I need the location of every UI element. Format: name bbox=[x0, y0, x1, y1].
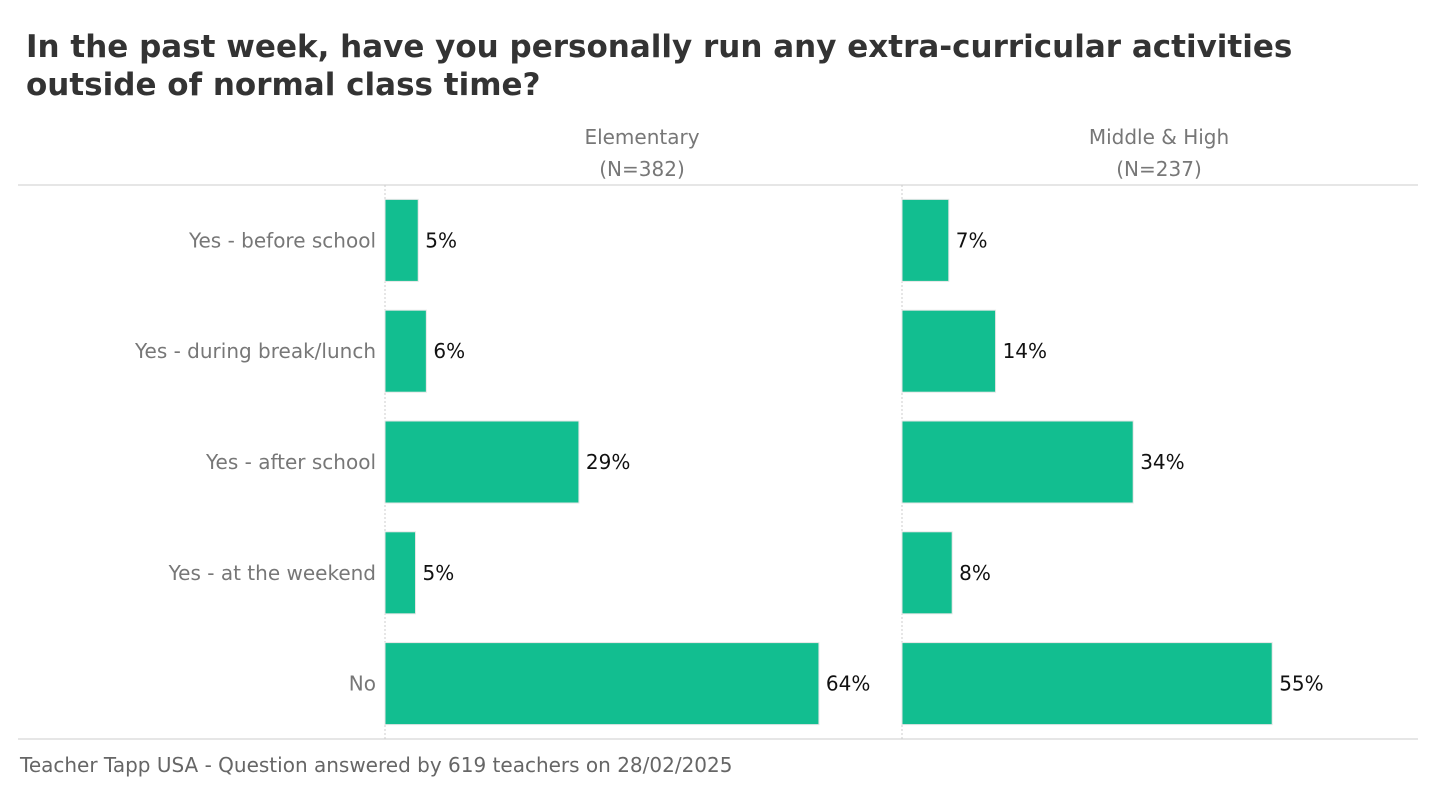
panel-header-title-2: Middle & High bbox=[1089, 125, 1229, 149]
chart-title: In the past week, have you personally ru… bbox=[26, 29, 1293, 103]
category-label: Yes - during break/lunch bbox=[134, 339, 376, 363]
panel-header-n-1: (N=382) bbox=[599, 157, 685, 181]
panel-header-title-1: Elementary bbox=[584, 125, 699, 149]
value-label-panel1-5: 64% bbox=[826, 672, 870, 696]
chart-footer: Teacher Tapp USA - Question answered by … bbox=[20, 753, 733, 777]
value-label-panel2-1: 7% bbox=[956, 228, 988, 252]
bar-panel2-5 bbox=[901, 642, 1273, 726]
bar-panel2-1 bbox=[901, 198, 950, 282]
bar-panel2-4 bbox=[901, 531, 953, 615]
bar-panel1-4 bbox=[384, 531, 417, 615]
panel-header-n-2: (N=237) bbox=[1116, 157, 1202, 181]
category-label: Yes - before school bbox=[188, 228, 376, 252]
value-label-panel2-5: 55% bbox=[1279, 672, 1323, 696]
bar-panel2-3 bbox=[901, 420, 1134, 504]
bar-panel1-2 bbox=[384, 309, 427, 393]
value-label-panel2-4: 8% bbox=[959, 561, 991, 585]
category-label: No bbox=[349, 672, 376, 696]
bar-panel1-5 bbox=[384, 642, 820, 726]
value-label-panel1-3: 29% bbox=[586, 450, 630, 474]
bar-panel1-1 bbox=[384, 198, 419, 282]
category-labels: Yes - before school Yes - during break/lu… bbox=[134, 228, 376, 695]
value-label-panel1-1: 5% bbox=[425, 228, 457, 252]
value-label-panel1-4: 5% bbox=[423, 561, 455, 585]
category-label: Yes - at the weekend bbox=[168, 561, 376, 585]
value-label-panel2-2: 14% bbox=[1003, 339, 1047, 363]
value-labels: 5% 6% 29% 5% 64% 7% 14% 34% 8% 55% bbox=[423, 228, 1324, 695]
value-label-panel2-3: 34% bbox=[1140, 450, 1184, 474]
category-label: Yes - after school bbox=[205, 450, 376, 474]
bars bbox=[384, 198, 1273, 726]
bar-panel1-3 bbox=[384, 420, 580, 504]
value-label-panel1-2: 6% bbox=[433, 339, 465, 363]
bar-panel2-2 bbox=[901, 309, 997, 393]
panel-headers: Elementary (N=382) Middle & High (N=237) bbox=[584, 125, 1229, 181]
